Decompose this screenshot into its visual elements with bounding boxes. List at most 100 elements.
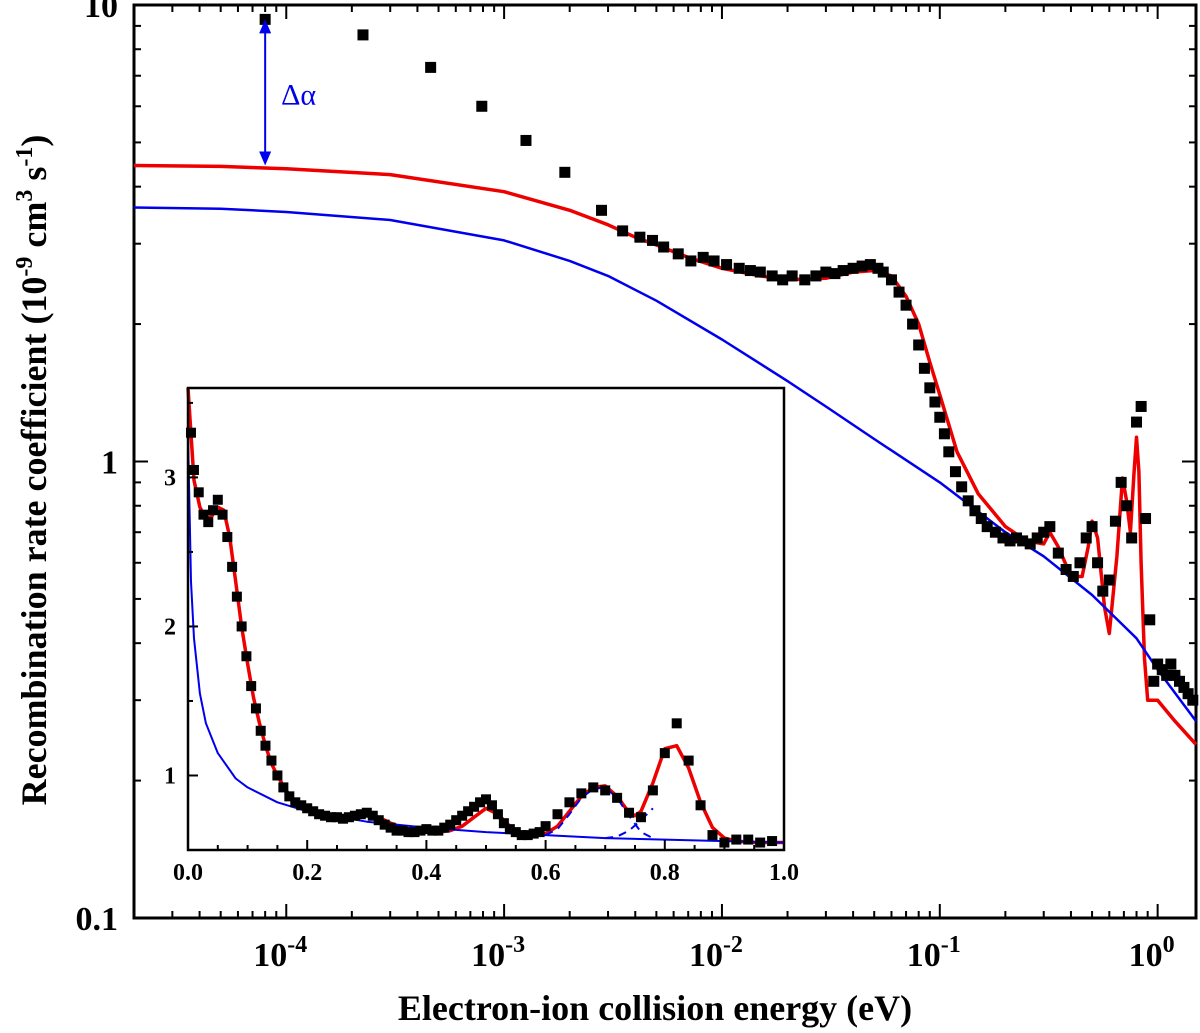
inset-data-point xyxy=(659,748,670,759)
data-point xyxy=(924,382,936,394)
data-point xyxy=(1161,669,1173,681)
inset-data-point xyxy=(457,810,468,821)
inset-data-point xyxy=(284,791,295,802)
data-point xyxy=(981,521,993,533)
inset-data-point xyxy=(255,725,266,736)
inset-data-point xyxy=(498,818,509,829)
data-point xyxy=(1004,535,1016,547)
data-point xyxy=(754,266,766,278)
data-point xyxy=(856,260,868,272)
data-point xyxy=(1024,538,1036,550)
data-point xyxy=(1140,513,1152,525)
data-point xyxy=(1031,532,1043,544)
data-point xyxy=(733,262,745,274)
x-tick-label-base: 10 xyxy=(253,937,287,974)
inset-data-point xyxy=(385,822,396,833)
inset-data-point xyxy=(222,532,233,543)
data-point xyxy=(658,241,670,253)
data-point xyxy=(847,262,859,274)
inset-data-point xyxy=(415,825,426,836)
y-axis-title-exp-2: 3 xyxy=(12,190,38,202)
inset-x-tick-label: 0.0 xyxy=(173,860,203,886)
inset-x-tick-label: 0.8 xyxy=(650,860,680,886)
delta-alpha-arrow-head-bottom xyxy=(259,151,272,166)
data-point xyxy=(634,231,646,243)
inset-data-point xyxy=(564,797,575,808)
data-point xyxy=(907,318,919,330)
inset-data-point xyxy=(445,819,456,830)
inset-data-point xyxy=(373,815,384,826)
data-point xyxy=(1178,681,1190,693)
x-tick-label: 10-2 xyxy=(689,932,743,974)
x-tick-label-exponent: -4 xyxy=(287,932,307,958)
x-axis-title: Electron-ion collision energy (eV) xyxy=(398,988,912,1028)
inset-data-point xyxy=(421,824,432,835)
inset-data-point xyxy=(250,703,261,714)
inset-data-point xyxy=(475,797,486,808)
inset-data-point xyxy=(719,837,730,848)
inset-data-point xyxy=(227,561,238,572)
y-axis-title-part-1: Recombination rate coefficient (10 xyxy=(14,277,54,806)
data-point xyxy=(647,234,659,246)
data-point xyxy=(476,100,488,112)
data-point xyxy=(1080,532,1092,544)
inset-data-point xyxy=(600,785,611,796)
data-point xyxy=(918,362,930,374)
inset-data-points xyxy=(185,427,778,848)
inset-data-point xyxy=(391,825,402,836)
x-tick-label: 10-1 xyxy=(907,932,961,974)
inset-data-point xyxy=(203,517,214,528)
inset-data-point xyxy=(343,812,354,823)
data-point xyxy=(1086,521,1098,533)
x-tick-label-base: 10 xyxy=(1129,937,1163,974)
x-tick-label-base: 10 xyxy=(689,937,723,974)
data-point xyxy=(1103,574,1115,586)
y-axis-title-exp-3: -1 xyxy=(12,147,38,167)
inset-data-point xyxy=(278,782,289,793)
inset-data-point xyxy=(647,785,658,796)
data-point xyxy=(989,526,1001,538)
inset-data-point xyxy=(193,487,204,498)
data-point xyxy=(837,265,849,277)
data-point xyxy=(864,259,876,271)
inset-data-point xyxy=(767,836,778,847)
inset-data-point xyxy=(528,828,539,839)
inset-data-point xyxy=(198,509,209,520)
data-point xyxy=(913,339,925,351)
data-point xyxy=(766,270,778,282)
y-axis-title-part-3: s xyxy=(14,167,54,190)
inset-background xyxy=(188,388,784,850)
data-point xyxy=(900,299,912,311)
inset-data-point xyxy=(349,810,360,821)
data-point xyxy=(938,428,950,440)
inset-data-point xyxy=(355,809,366,820)
data-point xyxy=(1135,400,1147,412)
inset-ticks xyxy=(187,401,785,851)
inset-data-point xyxy=(755,837,766,848)
data-point xyxy=(949,466,961,478)
inset-data-point xyxy=(361,807,372,818)
series-line-radiative-recombination xyxy=(133,206,1198,722)
x-tick-label-exponent: -1 xyxy=(941,932,961,958)
x-tick-label: 10-4 xyxy=(253,932,307,974)
data-point xyxy=(956,481,968,493)
inset-y-tick-label: 3 xyxy=(164,465,176,491)
inset-data-point xyxy=(486,800,497,811)
inset-data-point xyxy=(731,834,742,845)
inset-x-tick-labels: 0.0 0.2 0.4 0.6 0.8 1.0 xyxy=(173,860,799,886)
main-ticks xyxy=(133,4,1196,919)
data-point xyxy=(1126,532,1138,544)
data-point xyxy=(596,204,608,216)
data-point xyxy=(1038,526,1050,538)
inset-x-tick-label: 0.2 xyxy=(292,860,322,886)
data-point xyxy=(559,166,571,178)
data-point xyxy=(969,505,981,517)
data-point xyxy=(877,266,889,278)
x-tick-label: 100 xyxy=(1129,932,1175,974)
data-point xyxy=(425,61,437,73)
data-point xyxy=(777,274,789,286)
inset-data-point xyxy=(743,834,754,845)
inset-data-point xyxy=(302,803,313,814)
inset-data-point xyxy=(290,797,301,808)
inset-data-point xyxy=(481,794,491,805)
